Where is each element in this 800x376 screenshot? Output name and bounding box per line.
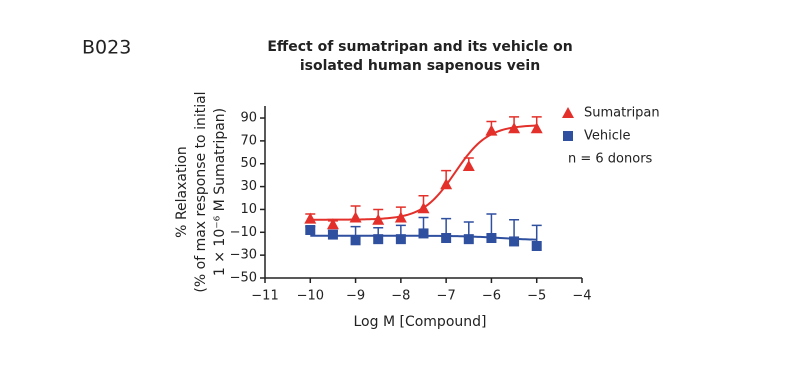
data-point [373, 234, 384, 245]
data-point [463, 234, 474, 245]
x-tick-label: −7 [437, 289, 456, 304]
x-tick-label: −9 [346, 289, 365, 304]
data-point [304, 212, 317, 224]
y-tick-label: −30 [230, 248, 257, 263]
data-point [349, 211, 362, 223]
x-tick-label: −6 [482, 289, 501, 304]
legend-marker [563, 131, 573, 141]
data-point [395, 234, 406, 245]
y-axis-title-line: 1 × 10⁻⁶ M Sumatripan) [212, 108, 228, 276]
x-tick-label: −5 [527, 289, 546, 304]
data-point [462, 160, 475, 172]
y-tick-label: 50 [240, 156, 257, 171]
data-point [418, 228, 429, 239]
data-point [372, 213, 385, 225]
data-point [508, 122, 521, 134]
y-tick-label: 30 [240, 179, 257, 194]
y-axis-title-line: (% of max response to initial [193, 91, 209, 292]
data-point [394, 211, 407, 223]
x-tick-label: −8 [391, 289, 410, 304]
y-tick-label: 90 [240, 111, 257, 126]
y-axis-title-line: % Relaxation [174, 146, 190, 238]
x-axis-title: Log M [Compound] [354, 314, 487, 330]
data-point [440, 178, 453, 190]
data-point [305, 225, 316, 236]
data-point [350, 235, 361, 246]
data-point [441, 233, 452, 244]
data-point [417, 202, 430, 214]
annotation: n = 6 donors [568, 152, 653, 167]
data-point [486, 233, 497, 244]
x-tick-label: −11 [251, 289, 278, 304]
x-tick-label: −10 [297, 289, 324, 304]
data-point [531, 241, 542, 252]
panel-label: B023 [82, 37, 131, 59]
chart-title: isolated human sapenous vein [300, 58, 540, 74]
legend-marker [562, 107, 574, 118]
legend-label: Sumatripan [584, 106, 660, 121]
x-tick-label: −4 [572, 289, 591, 304]
legend-label: Vehicle [584, 129, 631, 144]
data-point [530, 122, 543, 134]
y-axis-title: % Relaxation (% of max response to initi… [174, 91, 228, 292]
data-point [326, 218, 339, 230]
y-tick-label: 70 [240, 133, 257, 148]
data-point [327, 229, 338, 240]
data-point [509, 236, 520, 247]
chart-title: Effect of sumatripan and its vehicle on [267, 39, 572, 55]
y-tick-label: 10 [240, 202, 257, 217]
y-tick-label: −10 [230, 225, 257, 240]
y-tick-label: −50 [230, 271, 257, 286]
data-point [485, 124, 498, 136]
